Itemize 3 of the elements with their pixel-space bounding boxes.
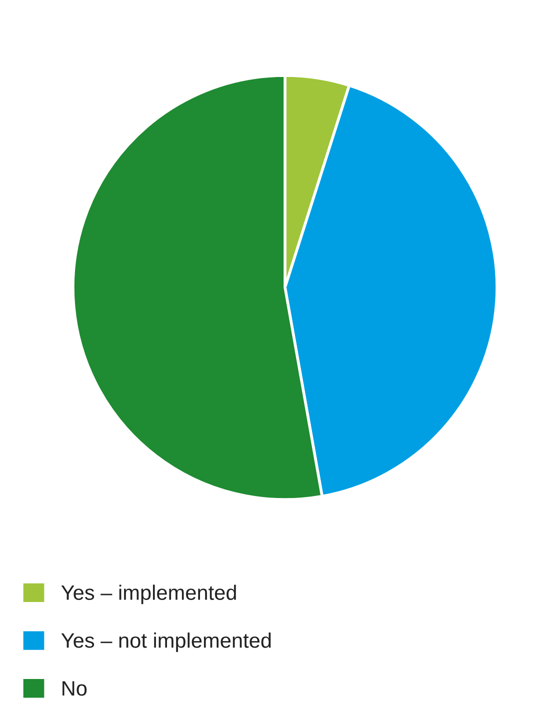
legend-label: No [62, 681, 87, 696]
legend-label: Yes – implemented [61, 584, 236, 604]
legend-label: Yes – not implemented [61, 632, 271, 652]
